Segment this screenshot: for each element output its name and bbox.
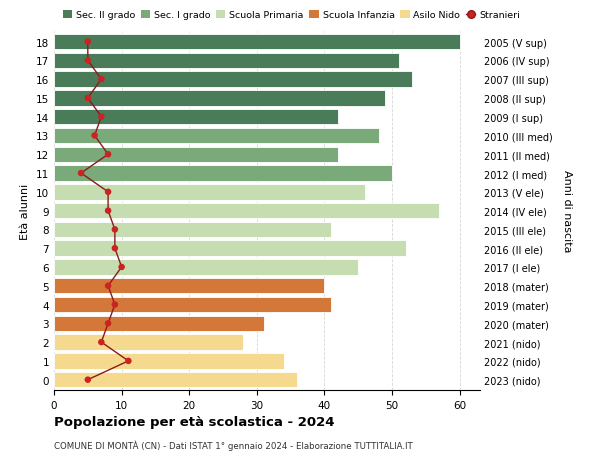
Point [103, 282, 113, 290]
Bar [54, 72, 412, 88]
Point [110, 301, 119, 308]
Point [110, 226, 119, 234]
Point [97, 114, 106, 121]
Point [76, 170, 86, 177]
Point [103, 151, 113, 158]
Point [90, 133, 100, 140]
Point [103, 189, 113, 196]
Point [83, 95, 92, 102]
Legend: Sec. II grado, Sec. I grado, Scuola Primaria, Scuola Infanzia, Asilo Nido, Stran: Sec. II grado, Sec. I grado, Scuola Prim… [59, 7, 524, 24]
Bar [54, 241, 406, 256]
Bar [54, 185, 365, 200]
Y-axis label: Età alunni: Età alunni [20, 183, 31, 239]
Bar [54, 54, 399, 69]
Bar [54, 353, 284, 369]
Bar [54, 110, 338, 125]
Bar [54, 335, 244, 350]
Point [97, 76, 106, 84]
Bar [54, 316, 263, 331]
Bar [54, 91, 385, 106]
Bar [54, 166, 392, 181]
Point [83, 57, 92, 65]
Bar [54, 279, 325, 294]
Point [124, 358, 133, 365]
Point [97, 339, 106, 346]
Point [103, 320, 113, 327]
Point [103, 207, 113, 215]
Bar [54, 129, 379, 144]
Bar [54, 203, 439, 219]
Bar [54, 35, 460, 50]
Bar [54, 260, 358, 275]
Text: COMUNE DI MONTÀ (CN) - Dati ISTAT 1° gennaio 2024 - Elaborazione TUTTITALIA.IT: COMUNE DI MONTÀ (CN) - Dati ISTAT 1° gen… [54, 440, 413, 450]
Bar [54, 372, 298, 387]
Point [110, 245, 119, 252]
Point [83, 39, 92, 46]
Text: Popolazione per età scolastica - 2024: Popolazione per età scolastica - 2024 [54, 415, 335, 428]
Bar [54, 297, 331, 313]
Bar [54, 222, 331, 238]
Bar [54, 147, 338, 162]
Y-axis label: Anni di nascita: Anni di nascita [562, 170, 572, 252]
Point [117, 264, 127, 271]
Point [83, 376, 92, 384]
